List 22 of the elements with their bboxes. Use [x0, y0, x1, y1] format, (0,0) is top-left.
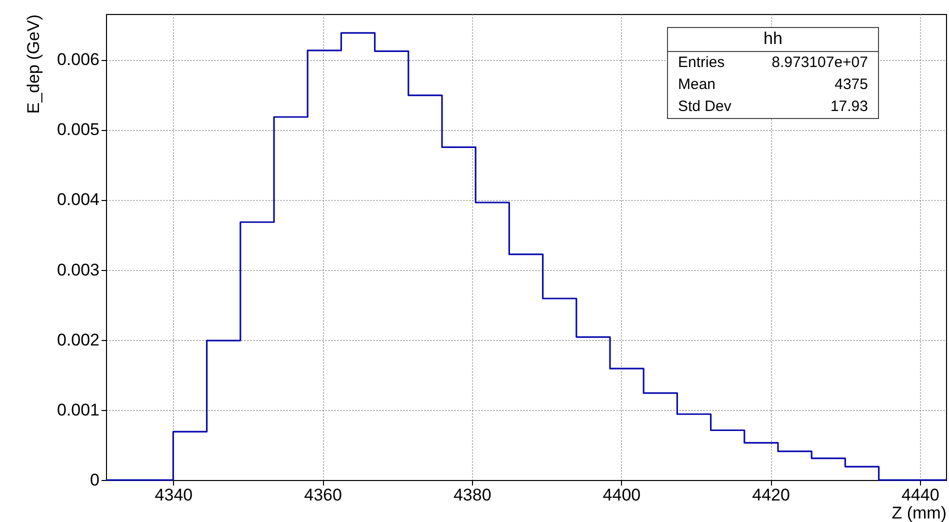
- x-tick-label: 4340: [154, 486, 193, 504]
- y-axis-title: E_dep (GeV): [24, 14, 43, 114]
- y-tick-label: 0.006: [56, 50, 100, 70]
- annotation: Std Dev: [678, 98, 732, 115]
- annotation: 8.973107e+07: [772, 54, 868, 71]
- annotation: 4375: [834, 76, 868, 93]
- annotation: 17.93: [830, 98, 868, 115]
- y-tick-label: 0.002: [56, 330, 100, 350]
- x-tick-label: 4420: [752, 486, 790, 504]
- annotation: Entries: [678, 54, 725, 71]
- x-tick-label: 4400: [602, 486, 641, 504]
- annotation: hh: [668, 28, 878, 52]
- y-tick-label: 0.001: [56, 400, 100, 420]
- x-tick-label: 4440: [901, 486, 940, 504]
- y-tick-label: 0.003: [56, 260, 100, 280]
- x-tick-label: 4360: [304, 486, 342, 504]
- annotation: Mean: [678, 76, 716, 93]
- y-tick-label: 0: [90, 470, 100, 490]
- y-tick-label: 0.004: [56, 190, 100, 210]
- x-tick-label: 4380: [453, 486, 492, 504]
- x-axis-title: Z (mm): [892, 504, 946, 522]
- y-tick-label: 0.005: [56, 120, 100, 140]
